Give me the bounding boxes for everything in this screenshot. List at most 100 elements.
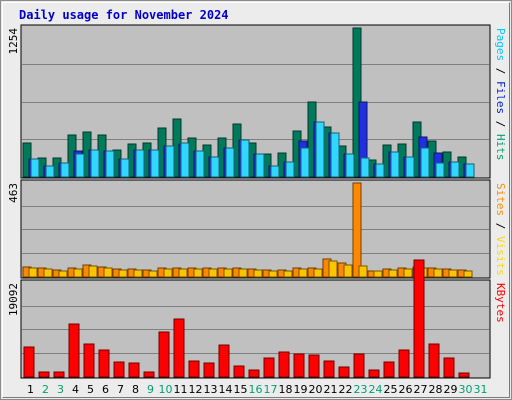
day-label-5: 5 — [87, 383, 94, 396]
bar-kbytes-day-5 — [83, 343, 95, 378]
bar-kbytes-day-25 — [383, 361, 395, 378]
day-label-3: 3 — [57, 383, 64, 396]
bar-pages-day-6 — [105, 150, 115, 178]
bar-sites-day-25 — [388, 269, 398, 278]
day-label-12: 12 — [189, 383, 203, 396]
panel-visits-sites: 463 Sites / Visits — [7, 179, 507, 279]
axis-label-part: Visits — [494, 236, 507, 276]
day-label-17: 17 — [264, 383, 278, 396]
axis-label-part: Sites — [494, 183, 507, 216]
series-sites — [28, 260, 473, 278]
bar-kbytes-day-4 — [68, 323, 80, 378]
bar-pages-day-29 — [450, 161, 460, 178]
bar-pages-day-18 — [285, 161, 295, 178]
day-label-8: 8 — [132, 383, 139, 396]
bar-kbytes-day-26 — [398, 349, 410, 378]
day-label-31: 31 — [474, 383, 488, 396]
bar-sites-day-17 — [268, 270, 278, 278]
scale-label: 463 — [7, 183, 20, 203]
bar-pages-day-13 — [210, 156, 220, 178]
bar-pages-day-21 — [330, 132, 340, 178]
bar-kbytes-day-17 — [263, 357, 275, 378]
bar-kbytes-day-16 — [248, 369, 260, 378]
bar-pages-day-2 — [45, 165, 55, 178]
bar-pages-day-30 — [465, 163, 475, 178]
bar-kbytes-day-7 — [113, 361, 125, 378]
day-label-26: 26 — [399, 383, 413, 396]
day-label-30: 30 — [459, 383, 473, 396]
chart-panels: 1254 Pages / Files / Hits 463 Sites / Visit… — [7, 24, 507, 379]
bar-kbytes-day-20 — [308, 354, 320, 378]
bar-pages-day-14 — [225, 147, 235, 178]
day-label-10: 10 — [159, 383, 173, 396]
bar-sites-day-6 — [103, 267, 113, 278]
bar-sites-day-23 — [358, 265, 368, 278]
day-label-21: 21 — [324, 383, 338, 396]
bar-kbytes-day-22 — [338, 366, 350, 378]
bar-sites-day-12 — [193, 268, 203, 278]
bar-sites-day-26 — [403, 268, 413, 278]
series-pages — [30, 121, 475, 178]
panel-hits-files-pages: 1254 Pages / Files / Hits — [7, 24, 507, 179]
bar-kbytes-day-2 — [38, 371, 50, 378]
bar-kbytes-day-27 — [413, 259, 425, 378]
bar-sites-day-1 — [28, 267, 38, 278]
axis-label: KBytes — [494, 283, 507, 323]
day-label-29: 29 — [444, 383, 458, 396]
bar-sites-day-9 — [148, 270, 158, 278]
bar-sites-day-21 — [328, 260, 338, 278]
bar-kbytes-day-13 — [203, 362, 215, 378]
bar-pages-day-8 — [135, 149, 145, 178]
bar-sites-day-16 — [253, 269, 263, 278]
axis-label-part: / — [494, 216, 507, 236]
bar-pages-day-25 — [390, 151, 400, 178]
bar-pages-day-16 — [255, 153, 265, 178]
day-label-4: 4 — [72, 383, 79, 396]
bar-sites-day-19 — [298, 268, 308, 278]
bar-pages-day-5 — [90, 149, 100, 178]
bar-sites-day-30 — [463, 270, 473, 278]
bar-pages-day-10 — [165, 145, 175, 178]
axis-label-part: Files — [494, 81, 507, 114]
bar-kbytes-day-19 — [293, 353, 305, 378]
bar-pages-day-27 — [420, 147, 430, 178]
bar-sites-day-4 — [73, 268, 83, 278]
bar-sites-day-15 — [238, 268, 248, 278]
axis-label-part: Pages — [494, 28, 507, 61]
axis-label-part: Hits — [494, 134, 507, 161]
bar-kbytes-day-21 — [323, 360, 335, 378]
bar-pages-day-26 — [405, 156, 415, 178]
bar-sites-day-22 — [343, 264, 353, 278]
bar-sites-day-14 — [223, 268, 233, 278]
day-label-28: 28 — [429, 383, 443, 396]
bar-sites-day-11 — [178, 268, 188, 278]
bar-kbytes-day-12 — [188, 360, 200, 378]
bar-sites-day-28 — [433, 268, 443, 278]
day-label-18: 18 — [279, 383, 293, 396]
bar-kbytes-day-23 — [353, 353, 365, 378]
day-label-14: 14 — [219, 383, 233, 396]
bar-pages-day-24 — [375, 163, 385, 178]
bar-kbytes-day-28 — [428, 343, 440, 378]
chart-title: Daily usage for November 2024 — [19, 8, 229, 22]
bar-kbytes-day-29 — [443, 357, 455, 378]
bar-sites-day-5 — [88, 265, 98, 278]
bar-pages-day-3 — [60, 162, 70, 178]
bar-sites-day-3 — [58, 270, 68, 278]
day-label-20: 20 — [309, 383, 323, 396]
day-label-27: 27 — [414, 383, 428, 396]
scale-label: 19092 — [7, 283, 20, 316]
bar-kbytes-day-3 — [53, 371, 65, 378]
bar-kbytes-day-10 — [158, 331, 170, 378]
bar-sites-day-20 — [313, 268, 323, 278]
axis-label-part: / — [494, 114, 507, 134]
bar-pages-day-28 — [435, 162, 445, 178]
day-label-15: 15 — [234, 383, 248, 396]
bar-sites-day-29 — [448, 269, 458, 278]
day-label-16: 16 — [249, 383, 263, 396]
day-label-24: 24 — [369, 383, 383, 396]
bar-pages-day-19 — [300, 147, 310, 178]
day-label-2: 2 — [42, 383, 49, 396]
